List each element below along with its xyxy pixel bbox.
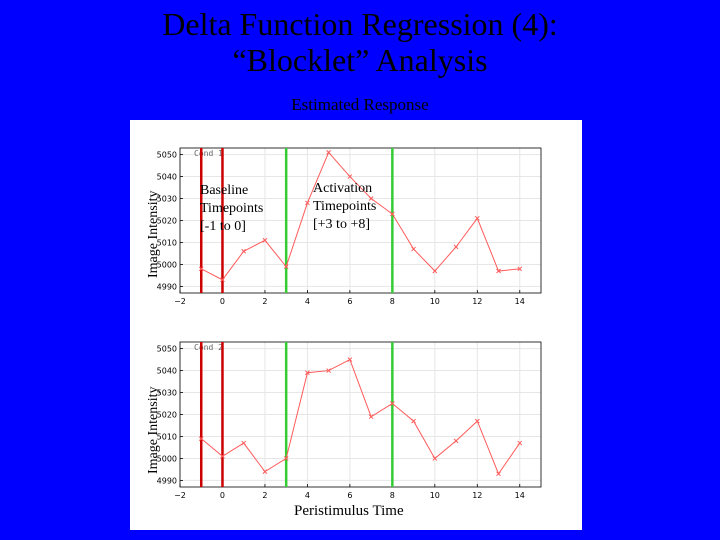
panel-1-data-point xyxy=(283,264,289,269)
panel-1-data-point xyxy=(517,266,523,272)
panel-2-data-point xyxy=(198,436,204,442)
y-axis-label-bottom: Image Intensity xyxy=(146,386,161,474)
panel-2-data-point xyxy=(368,414,374,420)
panel-2-data-point xyxy=(220,453,225,459)
panel-2-y-tick-label: 5020 xyxy=(157,411,177,420)
figure-panel: −2 0 2 4 6 8 10 12 14 4990 5000 5010 5020 5030 5040 505… xyxy=(130,120,582,530)
panel-2-x-tick-label: 2 xyxy=(262,491,267,500)
panel-1-x-tick-label: 12 xyxy=(472,297,482,306)
baseline-annotation: Baseline Timepoints [-1 to 0] xyxy=(200,182,263,236)
panel-2-x-tick-label: 10 xyxy=(430,491,440,500)
panel-1-condition-label: Cond 1 xyxy=(194,149,223,158)
activation-annotation-line3: [+3 to +8] xyxy=(313,217,371,232)
panel-1-y-tick-label: 5010 xyxy=(157,238,177,247)
panel-1-data-point xyxy=(305,200,310,206)
panel-2-data-point xyxy=(432,456,438,461)
panel-1-x-tick-label: 10 xyxy=(430,297,440,306)
panel-1-x-tick-label: −2 xyxy=(174,297,186,306)
slide-title-line1: Delta Function Regression (4): xyxy=(162,6,558,42)
y-axis-label-top: Image Intensity xyxy=(146,190,161,278)
activation-annotation: Activation Timepoints [+3 to +8] xyxy=(313,180,376,234)
baseline-annotation-line3: [-1 to 0] xyxy=(200,219,246,234)
chart-subtitle: Estimated Response xyxy=(291,95,429,114)
panel-2-data-point xyxy=(389,401,395,406)
panel-1-data-point xyxy=(453,244,459,250)
panel-2-y-tick-label: 5040 xyxy=(157,367,177,376)
panel-1-data-point xyxy=(220,277,225,283)
panel-1-x-tick-label: 14 xyxy=(515,297,525,306)
panel-2-data-point xyxy=(347,357,353,362)
panel-1-x-tick-label: 2 xyxy=(262,297,267,306)
panel-1-data-point xyxy=(368,196,374,201)
panel-2-x-tick-label: 14 xyxy=(515,491,525,500)
panel-2-data-point xyxy=(411,418,416,424)
panel-2-x-tick-label: −2 xyxy=(174,491,186,500)
panel-2-condition-label: Cond 2 xyxy=(194,343,223,352)
panel-2-x-tick-label: 4 xyxy=(305,491,310,500)
panel-1-y-tick-label: 5020 xyxy=(157,217,177,226)
panel-2-y-tick-label: 4990 xyxy=(157,476,177,485)
panel-1-data-point xyxy=(496,268,501,274)
panel-2-data-point xyxy=(283,456,289,461)
panel-2-data-point xyxy=(241,440,247,446)
panel-2-x-tick-label: 8 xyxy=(390,491,395,500)
panel-1-data-point xyxy=(241,248,247,254)
panel-1-data-point xyxy=(474,215,480,221)
baseline-annotation-line2: Timepoints xyxy=(200,201,264,216)
panel-1-y-tick-label: 5050 xyxy=(157,151,177,160)
panel-1-data-point xyxy=(432,268,438,274)
panel-2-y-tick-label: 5000 xyxy=(157,454,177,463)
panel-2-data-point xyxy=(517,440,523,446)
slide-title: Delta Function Regression (4): “Blocklet… xyxy=(0,6,720,78)
panel-1-x-tick-label: 8 xyxy=(390,297,395,306)
panel-2-y-tick-label: 5050 xyxy=(157,345,177,354)
panel-1-data-point xyxy=(411,246,416,252)
panel-2-x-tick-label: 0 xyxy=(220,491,225,500)
panel-1-data-point xyxy=(347,174,353,179)
activation-annotation-line1: Activation xyxy=(313,181,373,196)
panel-1-data-point xyxy=(389,211,395,217)
panel-1-x-tick-label: 6 xyxy=(347,297,352,306)
panel-2-data-point xyxy=(262,469,268,474)
panel-2-data-point xyxy=(474,418,480,424)
panel-1-x-tick-label: 4 xyxy=(305,297,310,306)
chart-svg: −2 0 2 4 6 8 10 12 14 4990 5000 5010 5020 5030 5040 505… xyxy=(157,147,542,500)
panel-2-data-point xyxy=(453,438,459,444)
activation-annotation-line2: Timepoints xyxy=(313,199,377,214)
panel-1-data-point xyxy=(326,150,332,155)
panel-1-data-point xyxy=(262,237,268,243)
panel-1-x-tick-label: 0 xyxy=(220,297,225,306)
panel-1-data-point xyxy=(198,266,204,272)
panel-2-series-line xyxy=(200,358,521,475)
panel-2-y-tick-label: 5030 xyxy=(157,389,177,398)
panel-1-y-tick-label: 5000 xyxy=(157,260,177,269)
panel-2-data-point xyxy=(305,370,310,376)
panel-2-x-tick-label: 12 xyxy=(472,491,482,500)
panel-2-data-point xyxy=(326,368,332,373)
panel-2-data-point xyxy=(496,471,501,477)
panel-1-y-tick-label: 5040 xyxy=(157,173,177,182)
panel-1-y-tick-label: 4990 xyxy=(157,282,177,291)
panel-2-x-tick-label: 6 xyxy=(347,491,352,500)
panel-2-y-tick-label: 5010 xyxy=(157,432,177,441)
panel-1-y-tick-label: 5030 xyxy=(157,195,177,204)
slide-title-line2: “Blocklet” Analysis xyxy=(232,42,488,78)
x-axis-label: Peristimulus Time xyxy=(294,503,404,519)
panel-1-series-line xyxy=(201,151,520,281)
baseline-annotation-line1: Baseline xyxy=(200,183,249,198)
